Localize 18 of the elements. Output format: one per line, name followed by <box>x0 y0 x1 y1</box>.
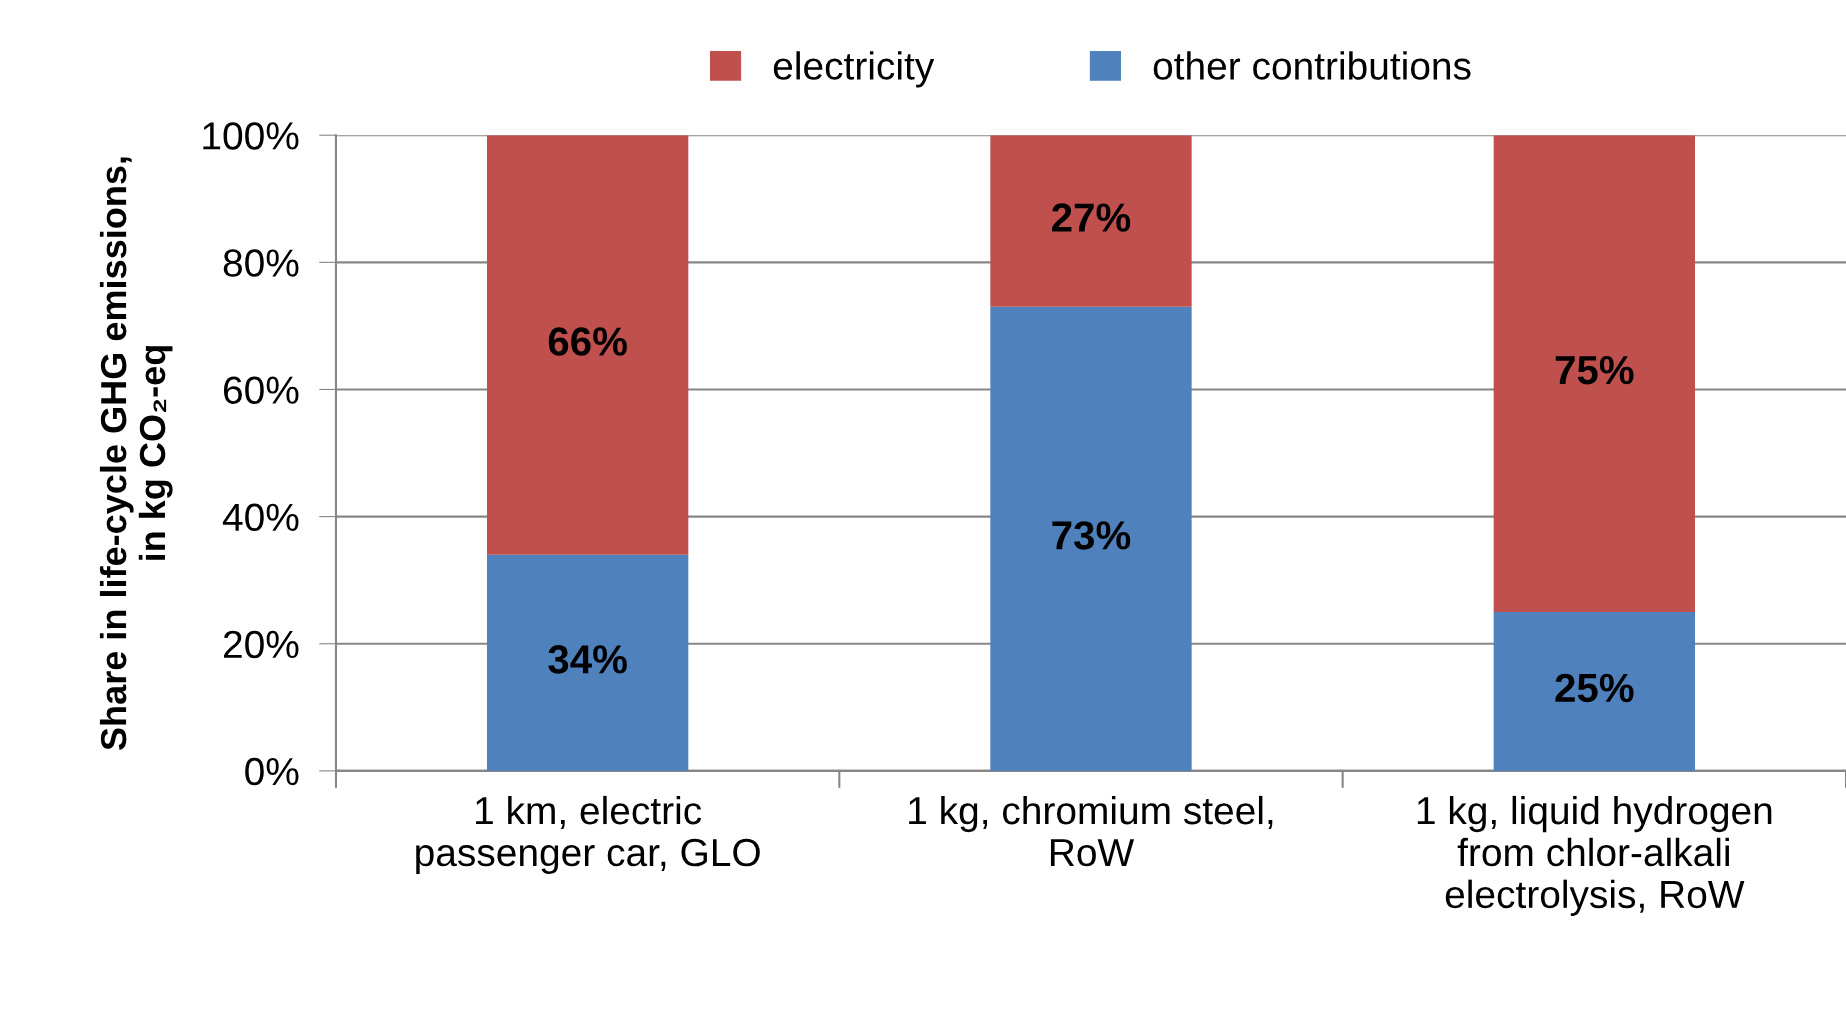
y-tick-label: 0% <box>245 757 299 786</box>
data-label: 66% <box>548 327 627 356</box>
data-label: 25% <box>1555 673 1634 703</box>
y-tick-label: 40% <box>222 503 299 532</box>
data-label: 34% <box>548 645 627 674</box>
y-tick-label: 20% <box>223 630 299 659</box>
x-tick-label: 1 kg, chromium steel, RoW <box>909 795 1273 867</box>
x-tick-label: 1 kg, liquid hydrogen from chlor-alkali electrolysis, RoW <box>1417 795 1772 916</box>
y-tick-label: 80% <box>223 249 299 277</box>
data-label: 73% <box>1052 521 1131 550</box>
y-axis-title: Share in life-cycle GHG emissions, in kg CO₂-eq <box>99 157 173 751</box>
data-label: 27% <box>1052 203 1131 232</box>
x-tick-label: 1 km, electric passenger car, GLO <box>416 795 760 875</box>
legend-label: other contributions <box>1153 51 1471 80</box>
data-label: 75% <box>1555 355 1634 385</box>
legend-label: electricity <box>773 51 935 88</box>
y-tick-label: 100% <box>203 122 299 150</box>
y-tick-label: 60% <box>224 376 299 404</box>
